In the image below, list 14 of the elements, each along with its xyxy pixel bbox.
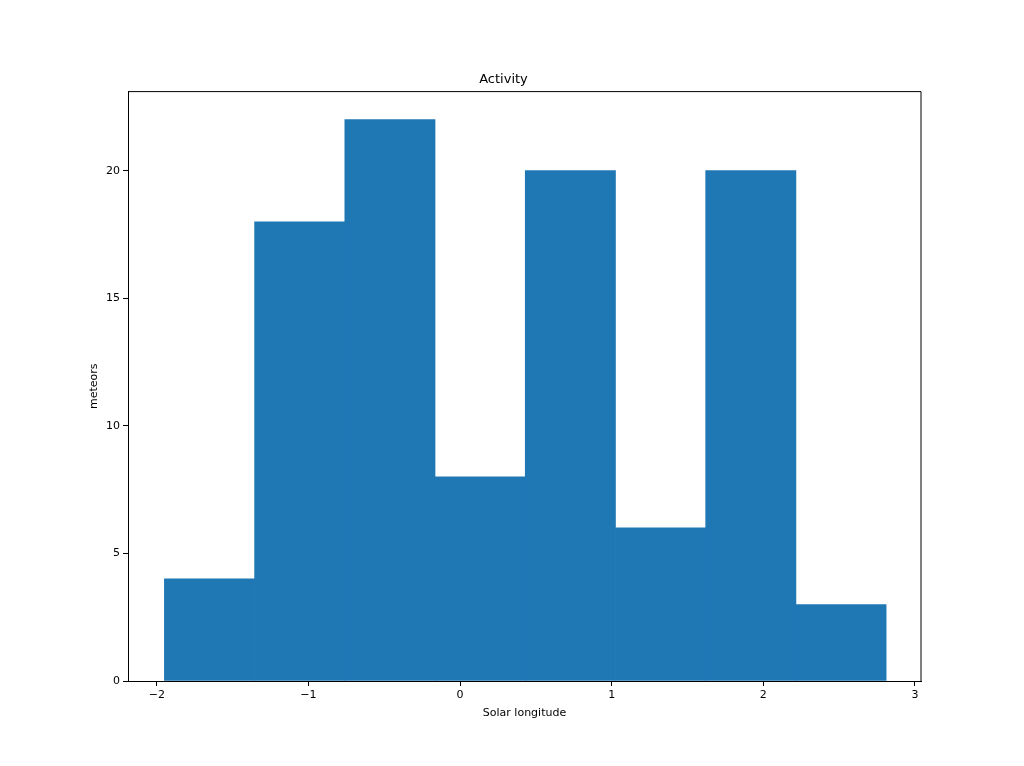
y-tick-label: 0 xyxy=(113,673,120,687)
x-tick-label: 1 xyxy=(608,688,616,702)
y-tick-label: 10 xyxy=(106,418,120,432)
y-tick-label: 15 xyxy=(106,291,120,305)
y-tick-label: 5 xyxy=(113,546,120,560)
chart-title: Activity xyxy=(479,71,529,87)
x-tick-label: −2 xyxy=(148,688,165,702)
y-axis-title: meteors xyxy=(87,363,101,410)
x-tick-label: 3 xyxy=(911,688,919,702)
y-tick-label: 20 xyxy=(106,163,120,177)
x-axis-title: Solar longitude xyxy=(482,706,567,720)
x-tick-label: 0 xyxy=(456,688,464,702)
x-tick-label: 2 xyxy=(759,688,767,702)
x-tick-label: −1 xyxy=(300,688,317,702)
